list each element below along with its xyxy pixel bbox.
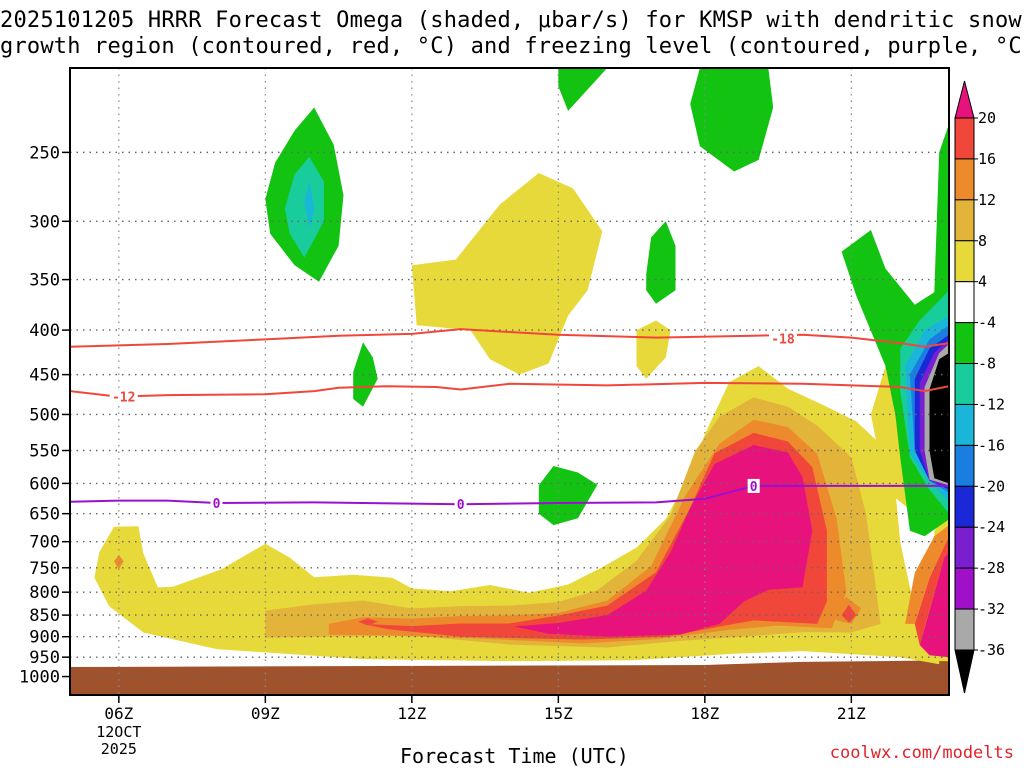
colorbar-bin: [954, 608, 975, 651]
region-cyan_upper_left: [304, 181, 315, 228]
x-tick-label: 21Z: [837, 704, 866, 723]
colorbar-label: -8: [978, 355, 996, 373]
x-tick-label: 15Z: [544, 704, 573, 723]
colorbar-label: -36: [978, 641, 1005, 659]
title-line-2: growth region (contoured, red, °C) and f…: [0, 34, 1024, 59]
region-green_top_center: [558, 68, 608, 111]
colorbar-label: -24: [978, 518, 1005, 536]
region-green_top_right: [690, 68, 774, 172]
y-tick-label: 550: [29, 442, 60, 462]
contour-label-bg: [109, 389, 138, 404]
region-yellow_upper_blob: [411, 173, 603, 375]
colorbar-bin: [954, 403, 975, 446]
colorbar-label: -4: [978, 314, 996, 332]
y-tick-label: 700: [29, 533, 60, 553]
colorbar-bin: [954, 444, 975, 487]
colorbar-bin: [954, 363, 975, 405]
colorbar-label: -16: [978, 436, 1005, 454]
colorbar-bin: [954, 567, 975, 610]
colorbar: 20 16 12 8 4 -4 -8 -12 -16 -20 -24 -28 -32 -36: [954, 80, 1005, 694]
contour-label-dsg_minus12: -12: [112, 391, 135, 406]
y-tick-label: 500: [29, 405, 60, 425]
colorbar-label: -20: [978, 477, 1005, 495]
colorbar-label: -32: [978, 600, 1005, 618]
region-orange_right: [905, 525, 949, 624]
colorbar-bin: [954, 526, 975, 569]
region-ground: [70, 660, 949, 695]
y-tick-label: 400: [29, 321, 60, 341]
region-green_small_mid: [646, 221, 676, 304]
colorbar-bin: [954, 240, 975, 283]
colorbar-top-arrow: [954, 80, 975, 119]
y-tick-label: 450: [29, 366, 60, 386]
chart-title: 2025101205 HRRR Forecast Omega (shaded, …: [0, 8, 1024, 60]
x-tick-label: 09Z: [251, 704, 280, 723]
x-tick-label: 06Z: [104, 704, 133, 723]
colorbar-bin: [954, 117, 975, 160]
contour-lines: -18 -12 0 0 0: [70, 328, 949, 513]
colorbar-label: -28: [978, 559, 1005, 577]
region-pink_right: [919, 552, 949, 658]
y-tick-label: 850: [29, 606, 60, 626]
y-tick-label: 350: [29, 271, 60, 291]
contour-label-freezing_level_0_second_label: 0: [457, 498, 465, 513]
contour-label-freezing_level_0_third_label: 0: [750, 480, 758, 495]
colorbar-bin: [954, 485, 975, 528]
colorbar-label: 4: [978, 273, 987, 291]
colorbar-bin: [954, 199, 975, 242]
contour-label-bg: [454, 497, 467, 512]
contour-label-bg: [768, 331, 797, 346]
x-tick-label: 18Z: [690, 704, 719, 723]
y-axis: 2503003504004505005506006507007508008509…: [19, 143, 70, 688]
region-black_right: [929, 353, 949, 484]
x-tick-label: 12Z: [397, 704, 426, 723]
colorbar-bin: [954, 158, 975, 201]
colorbar-label: -12: [978, 395, 1005, 413]
y-tick-label: 950: [29, 648, 60, 668]
colorbar-label: 20: [978, 109, 996, 127]
colorbar-label: 16: [978, 150, 996, 168]
region-red_blob_21z: [841, 604, 857, 623]
y-tick-label: 750: [29, 559, 60, 579]
y-tick-label: 800: [29, 583, 60, 603]
title-line-1: 2025101205 HRRR Forecast Omega (shaded, …: [0, 8, 1022, 33]
region-pink_core: [514, 445, 813, 637]
contour-dsg_minus12: [70, 381, 949, 398]
y-tick-label: 300: [29, 212, 60, 232]
y-tick-label: 900: [29, 628, 60, 648]
grid-lines: [70, 68, 949, 695]
y-tick-label: 250: [29, 143, 60, 163]
region-red_blob_1: [358, 618, 378, 626]
colorbar-label: 8: [978, 232, 987, 250]
contour-dsg_minus18: [70, 328, 949, 348]
contour-label-freezing_level_0: 0: [213, 497, 221, 512]
colorbar-bin: [954, 281, 975, 324]
colorbar-bottom-arrow: [954, 649, 975, 694]
contour-label-bg: [747, 478, 760, 493]
region-yellow_small_blob: [636, 320, 671, 379]
y-tick-label: 1000: [19, 668, 60, 688]
region-red_right: [914, 536, 949, 645]
x-tick-date: 12OCT: [96, 723, 141, 741]
x-axis-label: Forecast Time (UTC): [400, 744, 629, 768]
colorbar-label: 12: [978, 191, 996, 209]
contour-label-bg: [210, 496, 223, 511]
y-tick-label: 600: [29, 474, 60, 494]
region-teal_upper_left: [284, 156, 324, 258]
colorbar-bin: [954, 322, 975, 365]
y-tick-label: 650: [29, 505, 60, 525]
x-tick-year: 2025: [101, 740, 137, 758]
watermark-link[interactable]: coolwx.com/modelts: [829, 743, 1014, 763]
plot-frame: [69, 67, 950, 696]
shaded-regions: [70, 68, 949, 695]
contour-label-dsg_minus18: -18: [771, 333, 795, 348]
region-green_mid_right: [538, 466, 598, 526]
region-green_small_left: [353, 342, 378, 407]
